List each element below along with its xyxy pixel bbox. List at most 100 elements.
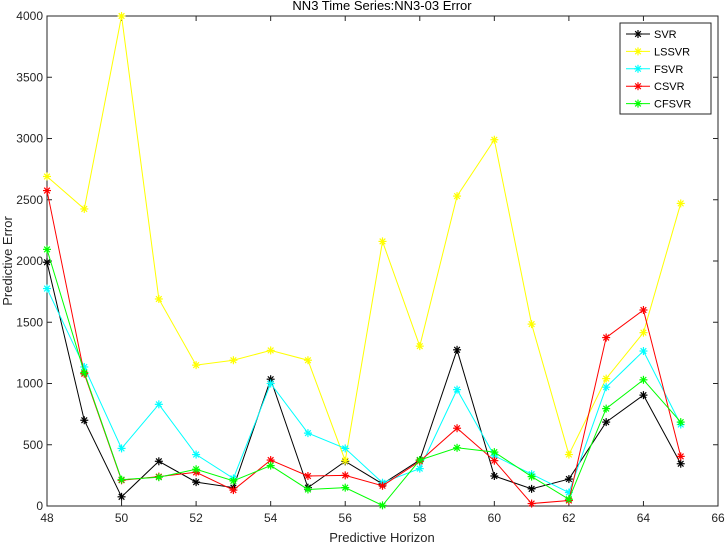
- legend-label: CFSVR: [654, 99, 691, 111]
- data-point-marker: [634, 64, 642, 73]
- x-tick-label: 52: [189, 511, 203, 525]
- data-point-marker: [527, 484, 536, 493]
- data-point-marker: [229, 476, 238, 485]
- data-point-marker: [676, 199, 685, 208]
- data-point-marker: [43, 186, 51, 195]
- data-point-marker: [341, 444, 350, 453]
- data-point-marker: [453, 345, 462, 354]
- chart-title: NN3 Time Series:NN3-03 Error: [292, 0, 472, 13]
- y-tick-label: 1500: [16, 315, 43, 329]
- data-point-marker: [453, 443, 462, 452]
- x-tick-label: 66: [711, 511, 725, 525]
- data-point-marker: [564, 450, 573, 459]
- data-point-marker: [415, 464, 424, 473]
- x-tick-label: 58: [413, 511, 427, 525]
- data-point-marker: [229, 486, 238, 495]
- data-point-marker: [676, 418, 685, 427]
- x-tick-label: 62: [562, 511, 576, 525]
- data-point-marker: [303, 429, 312, 438]
- legend-label: SVR: [654, 29, 677, 41]
- data-point-marker: [602, 374, 611, 383]
- y-tick-label: 2000: [16, 254, 43, 268]
- y-tick-label: 500: [23, 438, 43, 452]
- data-point-marker: [490, 456, 499, 465]
- y-tick-label: 0: [36, 499, 43, 513]
- data-point-marker: [192, 465, 201, 474]
- legend: SVR LSSVR FSVR CSVR CFSVR: [619, 22, 712, 115]
- data-point-marker: [602, 383, 611, 392]
- series-line-cfsvr: [46, 249, 682, 507]
- data-point-marker: [43, 258, 51, 267]
- data-point-marker: [192, 478, 201, 487]
- data-point-marker: [80, 204, 89, 213]
- data-point-marker: [634, 30, 642, 38]
- data-point-marker: [266, 346, 275, 355]
- data-point-marker: [415, 456, 424, 465]
- data-point-marker: [154, 457, 163, 466]
- data-point-marker: [117, 12, 126, 20]
- legend-label: CSVR: [654, 81, 685, 93]
- x-tick-label: 48: [40, 511, 54, 525]
- series-cfsvr: [43, 245, 685, 510]
- data-point-marker: [676, 459, 685, 468]
- legend-label: FSVR: [654, 64, 683, 76]
- data-point-marker: [490, 448, 499, 457]
- y-axis-title: Predictive Error: [0, 216, 15, 306]
- x-tick-label: 64: [637, 511, 651, 525]
- data-point-marker: [602, 333, 611, 342]
- x-tick-label: 60: [488, 511, 502, 525]
- data-point-marker: [453, 385, 462, 394]
- legend-entry-lssvr: LSSVR: [626, 46, 690, 58]
- data-point-marker: [266, 461, 275, 470]
- data-point-marker: [634, 82, 642, 91]
- data-point-marker: [602, 404, 611, 413]
- data-point-marker: [564, 475, 573, 484]
- data-point-marker: [490, 135, 499, 144]
- data-point-marker: [639, 375, 648, 384]
- data-point-marker: [303, 471, 312, 480]
- data-point-marker: [80, 416, 89, 425]
- data-point-marker: [453, 192, 462, 201]
- series-line-lssvr: [46, 15, 682, 463]
- legend-entry-cfsvr: CFSVR: [626, 99, 691, 111]
- data-point-marker: [43, 284, 51, 293]
- legend-entry-svr: SVR: [626, 29, 677, 41]
- data-point-marker: [527, 499, 536, 508]
- data-point-marker: [527, 472, 536, 481]
- data-point-marker: [639, 306, 648, 314]
- data-point-marker: [229, 356, 238, 365]
- data-point-marker: [341, 483, 350, 492]
- data-point-marker: [378, 501, 387, 510]
- y-tick-label: 3500: [16, 70, 43, 84]
- data-point-marker: [117, 492, 126, 501]
- data-point-marker: [303, 485, 312, 494]
- y-tick-label: 4000: [16, 9, 43, 23]
- data-point-marker: [415, 342, 424, 351]
- x-tick-label: 56: [339, 511, 353, 525]
- data-point-marker: [676, 452, 685, 461]
- data-point-marker: [527, 320, 536, 329]
- legend-label: LSSVR: [654, 46, 690, 58]
- axes: 48 50 52 54 56 58 60 62 64 66 0 500 1000 1500 2000 2500…: [16, 9, 725, 525]
- data-point-marker: [266, 379, 275, 388]
- data-point-marker: [639, 391, 648, 400]
- x-axis-title: Predictive Horizon: [329, 530, 435, 542]
- data-point-marker: [639, 347, 648, 356]
- series-line-svr: [46, 262, 682, 498]
- data-point-marker: [490, 471, 499, 480]
- data-point-marker: [192, 450, 201, 459]
- data-point-marker: [639, 328, 648, 337]
- legend-entry-fsvr: FSVR: [626, 64, 683, 76]
- series-group: [43, 12, 685, 510]
- data-point-marker: [43, 172, 51, 181]
- data-point-marker: [80, 368, 89, 377]
- x-tick-label: 54: [264, 511, 278, 525]
- data-point-marker: [453, 424, 462, 433]
- y-tick-label: 1000: [16, 377, 43, 391]
- data-point-marker: [154, 473, 163, 482]
- data-point-marker: [341, 471, 350, 480]
- legend-entry-csvr: CSVR: [626, 81, 685, 93]
- data-point-marker: [154, 294, 163, 303]
- data-point-marker: [192, 361, 201, 370]
